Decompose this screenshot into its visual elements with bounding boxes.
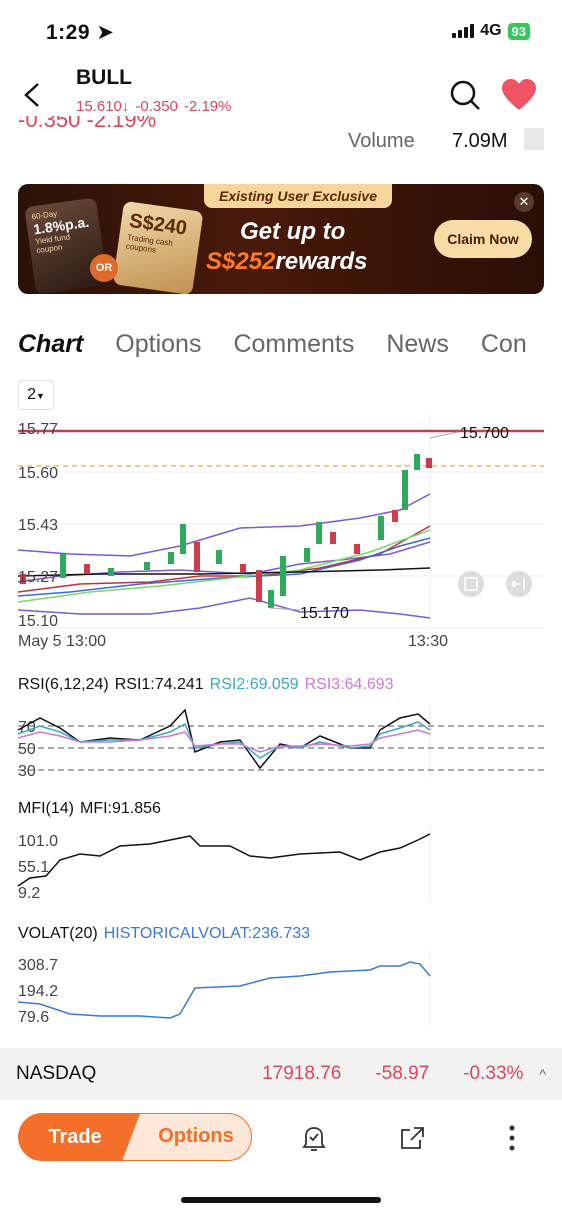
y-tick: 15.27: [18, 569, 58, 586]
banner-reward-text: S$252rewards: [206, 248, 368, 275]
ma-line: [17, 529, 431, 603]
caret-down-icon: ▼: [35, 391, 45, 401]
high-label: 15.700: [460, 425, 509, 442]
svg-text:50: 50: [18, 741, 36, 758]
volume-label: Volume: [348, 130, 415, 152]
volume-value: 7.09M: [452, 130, 508, 152]
share-icon[interactable]: [396, 1122, 428, 1154]
candlesticks: [20, 454, 432, 608]
ma-line: [17, 525, 431, 593]
x-tick: 13:30: [408, 633, 448, 650]
battery-icon: 93: [507, 22, 530, 40]
options-button[interactable]: Options: [122, 1113, 252, 1161]
x-tick: May 5 13:00: [18, 633, 106, 650]
price-alert-icon[interactable]: [298, 1122, 330, 1154]
vwap-line: [17, 567, 431, 577]
search-icon[interactable]: [448, 78, 482, 112]
close-icon[interactable]: ✕: [514, 192, 534, 212]
svg-text:194.2: 194.2: [18, 983, 58, 1000]
rsi-legend[interactable]: RSI(6,12,24) RSI1:74.241 RSI2:69.059 RSI3:…: [18, 676, 394, 693]
period-selector[interactable]: 2▼: [18, 380, 54, 410]
price-change: -0.350: [135, 98, 178, 115]
tab-bar: Chart Options Comments News Con: [18, 330, 562, 359]
price-change-pct: -2.19%: [183, 98, 232, 115]
volume-placeholder: [524, 128, 544, 150]
mfi-legend[interactable]: MFI(14) MFI:91.856: [18, 800, 161, 817]
index-name: NASDAQ: [16, 1063, 97, 1084]
favorite-heart-icon[interactable]: [500, 78, 538, 112]
ma-line: [17, 537, 431, 597]
network-label: 4G: [480, 22, 502, 39]
tab-news[interactable]: News: [386, 330, 449, 358]
cash-coupon-card: S$240 Trading cash coupons: [112, 200, 204, 294]
svg-text:9.2: 9.2: [18, 885, 40, 902]
price-chart[interactable]: 15.700 15.170 15.77 15.60 15.43 15.27 15…: [0, 414, 562, 656]
claim-now-button[interactable]: Claim Now: [434, 220, 532, 258]
svg-text:101.0: 101.0: [18, 833, 58, 850]
volat-legend[interactable]: VOLAT(20) HISTORICALVOLAT:236.733: [18, 925, 311, 942]
tab-chart[interactable]: Chart: [18, 330, 84, 358]
y-tick: 15.60: [18, 465, 58, 482]
quote-line: 15.610↓ -0.350 -2.19%: [76, 98, 231, 115]
location-arrow-icon: ➤: [96, 21, 115, 44]
banner-headline: Get up to: [240, 218, 346, 245]
scrolled-change-text: -0.350 -2.19%: [18, 116, 157, 130]
back-arrow-icon[interactable]: [18, 80, 48, 110]
signal-icon: [452, 24, 475, 38]
index-change: -58.97: [375, 1063, 430, 1084]
index-change-pct: -0.33%: [463, 1063, 524, 1084]
svg-text:55.1: 55.1: [18, 859, 49, 876]
boll-upper: [17, 493, 431, 557]
mfi-chart: 101.0 55.1 9.2: [17, 826, 431, 902]
exit-icon[interactable]: [506, 571, 532, 597]
y-tick: 15.10: [18, 613, 58, 630]
tab-company[interactable]: Con: [480, 330, 527, 358]
tab-comments[interactable]: Comments: [233, 330, 355, 358]
status-indicators: 4G 93: [452, 22, 530, 40]
low-label: 15.170: [300, 605, 349, 622]
y-tick: 15.77: [18, 421, 58, 438]
time-text: 1:29: [46, 21, 91, 44]
banner-tag: Existing User Exclusive: [204, 184, 392, 208]
status-time: 1:29 ➤: [46, 20, 114, 45]
svg-text:79.6: 79.6: [18, 1009, 49, 1026]
or-badge: OR: [90, 254, 118, 282]
index-ticker-bar[interactable]: NASDAQ 17918.76 -58.97 -0.33% ^: [0, 1048, 562, 1100]
svg-text:30: 30: [18, 763, 36, 780]
more-options-icon[interactable]: [496, 1122, 528, 1154]
last-price: 15.610↓: [76, 98, 130, 115]
index-price: 17918.76: [262, 1063, 342, 1084]
fullscreen-icon[interactable]: [458, 571, 484, 597]
boll-lower: [17, 597, 431, 619]
home-indicator: [181, 1197, 381, 1203]
chevron-up-icon[interactable]: ^: [539, 1066, 546, 1082]
tab-options[interactable]: Options: [115, 330, 202, 358]
volat-chart: 308.7 194.2 79.6: [17, 950, 431, 1026]
ticker-symbol: BULL: [76, 66, 132, 89]
svg-text:308.7: 308.7: [18, 957, 58, 974]
promo-banner[interactable]: Existing User Exclusive 60-Day 1.8%p.a. …: [18, 184, 544, 294]
y-tick: 15.43: [18, 517, 58, 534]
